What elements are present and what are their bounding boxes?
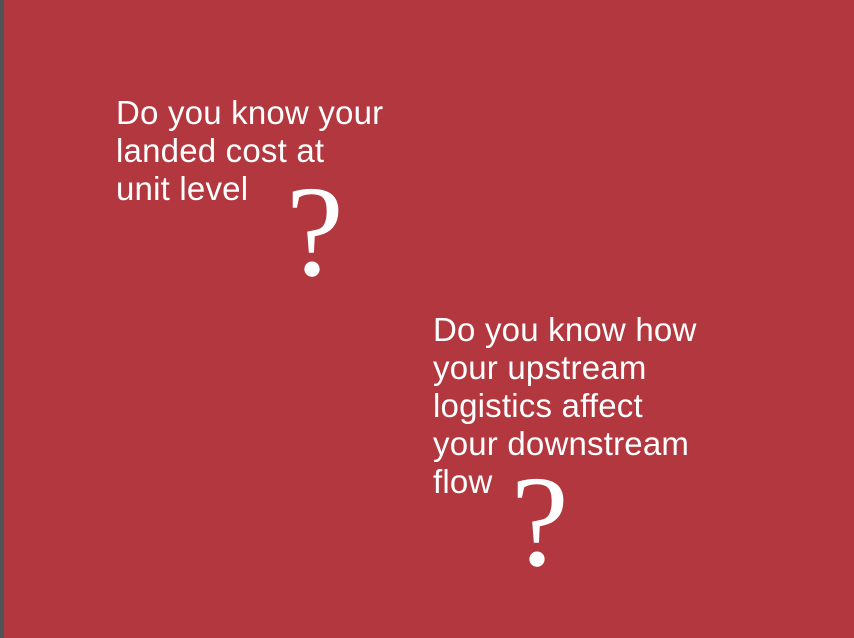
question-line: flow [433,463,493,500]
question-line: your upstream [433,349,647,386]
question-line: logistics affect [433,387,643,424]
question-mark-glyph: ? [286,160,344,304]
question-mark-glyph: ? [511,450,569,594]
question-line: unit level [116,170,249,207]
question-line: Do you know your [116,94,384,131]
question-upstream-logistics: Do you know how your upstream logistics … [433,311,696,501]
left-edge-border [0,0,4,638]
question-landed-cost: Do you know your landed cost at unit lev… [116,94,383,208]
question-line: Do you know how [433,311,697,348]
question-line: landed cost at [116,132,325,169]
question-line: your downstream [433,425,690,462]
